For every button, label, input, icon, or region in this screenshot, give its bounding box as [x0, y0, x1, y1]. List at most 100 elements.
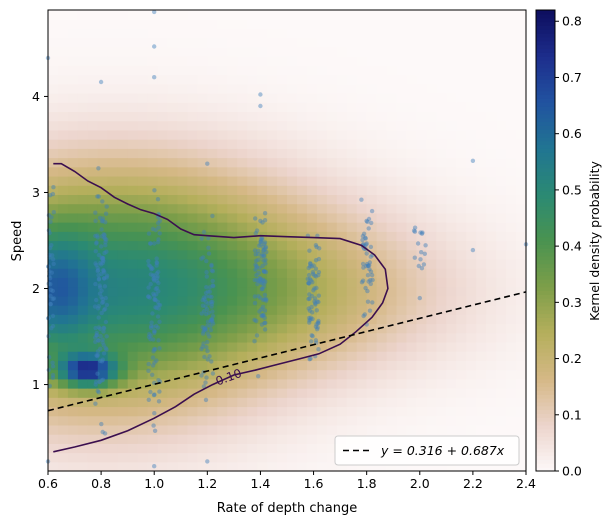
heatmap-cell	[127, 452, 139, 463]
heatmap-cell	[247, 295, 258, 306]
heatmap-cell	[257, 332, 268, 343]
heatmap-cell	[356, 37, 368, 48]
scatter-point	[151, 276, 156, 281]
heatmap-cell	[187, 378, 198, 389]
heatmap-cell	[48, 129, 59, 140]
heatmap-cell	[396, 415, 408, 426]
heatmap-cell	[366, 157, 378, 168]
scatter-point	[201, 384, 207, 389]
heatmap-cell	[177, 295, 189, 306]
scatter-point	[94, 240, 99, 245]
heatmap-cell	[306, 28, 318, 39]
scatter-point	[209, 304, 214, 309]
heatmap-cell	[67, 397, 79, 408]
heatmap-cell	[396, 461, 408, 472]
scatter-point	[252, 300, 258, 306]
heatmap-cell	[406, 341, 418, 352]
heatmap-cell	[147, 369, 159, 380]
scatter-point	[314, 285, 319, 291]
heatmap-cell	[436, 249, 447, 260]
heatmap-cell	[326, 443, 338, 454]
heatmap-cell	[77, 65, 89, 76]
heatmap-cell	[436, 65, 447, 76]
heatmap-cell	[97, 351, 109, 361]
scatter-point	[262, 269, 267, 274]
heatmap-cell	[287, 286, 298, 297]
heatmap-cell	[247, 19, 258, 30]
heatmap-cell	[406, 92, 418, 103]
scatter-point	[100, 377, 106, 382]
scatter-point	[411, 228, 417, 233]
heatmap-cell	[247, 268, 258, 278]
heatmap-cell	[217, 37, 228, 48]
heatmap-cell	[426, 461, 437, 472]
heatmap-cell	[117, 157, 129, 168]
heatmap-cell	[237, 415, 248, 426]
colorbar	[536, 10, 555, 472]
scatter-point	[313, 338, 319, 343]
heatmap-cell	[366, 111, 378, 122]
heatmap-cell	[466, 268, 477, 278]
heatmap-cell	[326, 305, 338, 315]
heatmap-cell	[406, 203, 418, 214]
heatmap-cell	[97, 452, 109, 463]
scatter-point	[412, 225, 418, 230]
heatmap-cell	[316, 231, 328, 242]
heatmap-cell	[316, 388, 328, 398]
heatmap-cell	[107, 166, 119, 177]
scatter-point	[156, 302, 161, 308]
heatmap-cell	[267, 65, 278, 76]
heatmap-cell	[416, 37, 428, 48]
scatter-point	[98, 326, 103, 331]
heatmap-cell	[446, 148, 457, 159]
heatmap-cell	[446, 28, 457, 39]
heatmap-cell	[346, 212, 358, 223]
heatmap-cell	[386, 74, 398, 85]
heatmap-cell	[516, 369, 527, 380]
scatter-point	[204, 345, 209, 350]
scatter-point	[368, 278, 373, 283]
colorbar-segment	[536, 386, 555, 391]
colorbar-ticks: 0.00.10.20.30.40.50.60.70.8	[555, 14, 582, 479]
heatmap-cell	[207, 378, 218, 389]
heatmap-cell	[167, 37, 179, 48]
heatmap-cell	[386, 341, 398, 352]
heatmap-cell	[77, 332, 89, 343]
heatmap-cell	[87, 111, 99, 122]
heatmap-cell	[456, 305, 467, 315]
heatmap-cell	[67, 332, 79, 343]
heatmap-cell	[147, 56, 159, 66]
heatmap-cell	[277, 56, 288, 66]
scatter-point	[257, 278, 263, 283]
heatmap-cell	[516, 120, 527, 131]
heatmap-cell	[107, 10, 119, 20]
heatmap-cell	[456, 341, 467, 352]
scatter-point	[314, 308, 319, 313]
heatmap-cell	[227, 268, 238, 278]
heatmap-cell	[147, 286, 159, 297]
heatmap-cell	[306, 452, 318, 463]
scatter-point	[209, 317, 214, 322]
heatmap-cell	[356, 19, 368, 30]
heatmap-cell	[87, 166, 99, 177]
heatmap-cell	[316, 258, 328, 269]
heatmap-cell	[516, 148, 527, 159]
heatmap-cell	[296, 28, 308, 39]
scatter-point	[253, 267, 258, 272]
heatmap-cell	[516, 37, 527, 48]
heatmap-cell	[356, 83, 368, 94]
colorbar-segment	[536, 413, 555, 418]
heatmap-cell	[296, 102, 308, 113]
heatmap-cell	[187, 461, 198, 472]
heatmap-cell	[366, 83, 378, 94]
x-tick-label: 2.4	[516, 476, 536, 491]
heatmap-cell	[147, 166, 159, 177]
heatmap-cell	[97, 139, 109, 149]
heatmap-cell	[516, 249, 527, 260]
heatmap-cell	[336, 378, 348, 389]
x-tick-label: 0.8	[91, 476, 111, 491]
heatmap-cell	[306, 10, 318, 20]
heatmap-cell	[57, 314, 69, 325]
heatmap-cell	[107, 74, 119, 85]
scatter-point	[310, 269, 316, 275]
